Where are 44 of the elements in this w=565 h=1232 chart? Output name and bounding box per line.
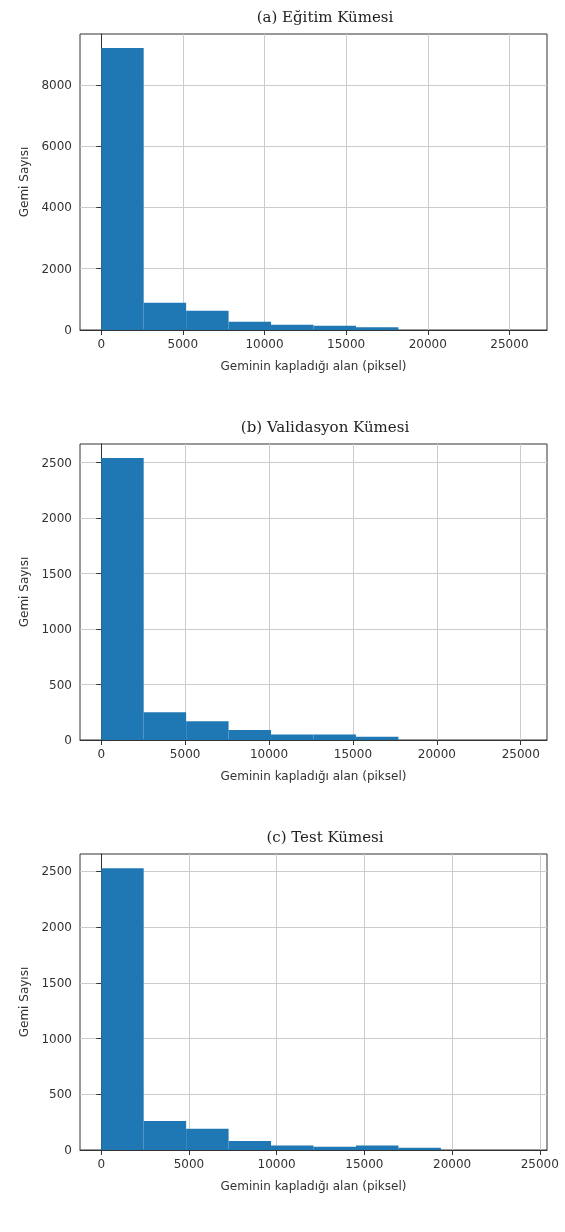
- x-tick-label: 10000: [257, 1157, 296, 1171]
- x-axis-title: Geminin kapladığı alan (piksel): [220, 1179, 407, 1193]
- y-tick-label: 500: [49, 677, 72, 692]
- x-axis-title: Geminin kapladığı alan (piksel): [220, 359, 407, 373]
- x-tick-label: 25000: [501, 747, 540, 761]
- x-tick-label: 0: [97, 747, 106, 761]
- y-tick-label: 2000: [41, 261, 72, 276]
- x-tick-label: 5000: [167, 337, 199, 351]
- x-tick-label: 15000: [333, 747, 373, 761]
- y-tick-label: 1500: [41, 975, 72, 990]
- y-tick-label: 0: [64, 1143, 72, 1157]
- y-tick-label: 4000: [41, 200, 72, 215]
- y-tick-label: 1000: [41, 1031, 72, 1046]
- x-tick-label: 15000: [327, 337, 366, 351]
- y-tick-label: 0: [64, 733, 72, 747]
- x-tick-label: 20000: [433, 1157, 472, 1171]
- x-tick-label: 5000: [169, 747, 201, 761]
- x-tick-label: 0: [97, 337, 106, 351]
- chart-title: (b) Validasyon Kümesi: [240, 417, 410, 436]
- y-axis-title: Gemi Sayısı: [17, 146, 31, 218]
- x-tick-label: 25000: [520, 1157, 559, 1171]
- y-tick-label: 1000: [41, 622, 72, 637]
- y-tick-label: 8000: [41, 77, 72, 92]
- x-tick-label: 10000: [245, 337, 284, 351]
- y-tick-label: 6000: [41, 139, 72, 154]
- y-tick-label: 2500: [41, 864, 72, 879]
- x-tick-label: 20000: [417, 747, 456, 761]
- x-tick-label: 5000: [173, 1157, 205, 1171]
- y-tick-label: 2000: [41, 511, 72, 526]
- x-tick-label: 25000: [490, 337, 529, 351]
- x-axis-title: Geminin kapladığı alan (piksel): [220, 769, 407, 783]
- y-tick-label: 0: [64, 323, 72, 337]
- x-tick-label: 20000: [408, 337, 447, 351]
- chart-title: (c) Test Kümesi: [266, 827, 384, 846]
- x-tick-label: 10000: [249, 747, 289, 761]
- y-tick-label: 2000: [41, 920, 72, 935]
- y-tick-label: 1500: [41, 566, 72, 581]
- x-tick-label: 15000: [345, 1157, 384, 1171]
- y-axis-title: Gemi Sayısı: [17, 556, 31, 628]
- y-axis-title: Gemi Sayısı: [17, 966, 31, 1038]
- x-tick-label: 0: [97, 1157, 106, 1171]
- y-tick-label: 2500: [41, 455, 72, 470]
- y-tick-label: 500: [49, 1087, 72, 1102]
- chart-title: (a) Eğitim Kümesi: [256, 7, 394, 26]
